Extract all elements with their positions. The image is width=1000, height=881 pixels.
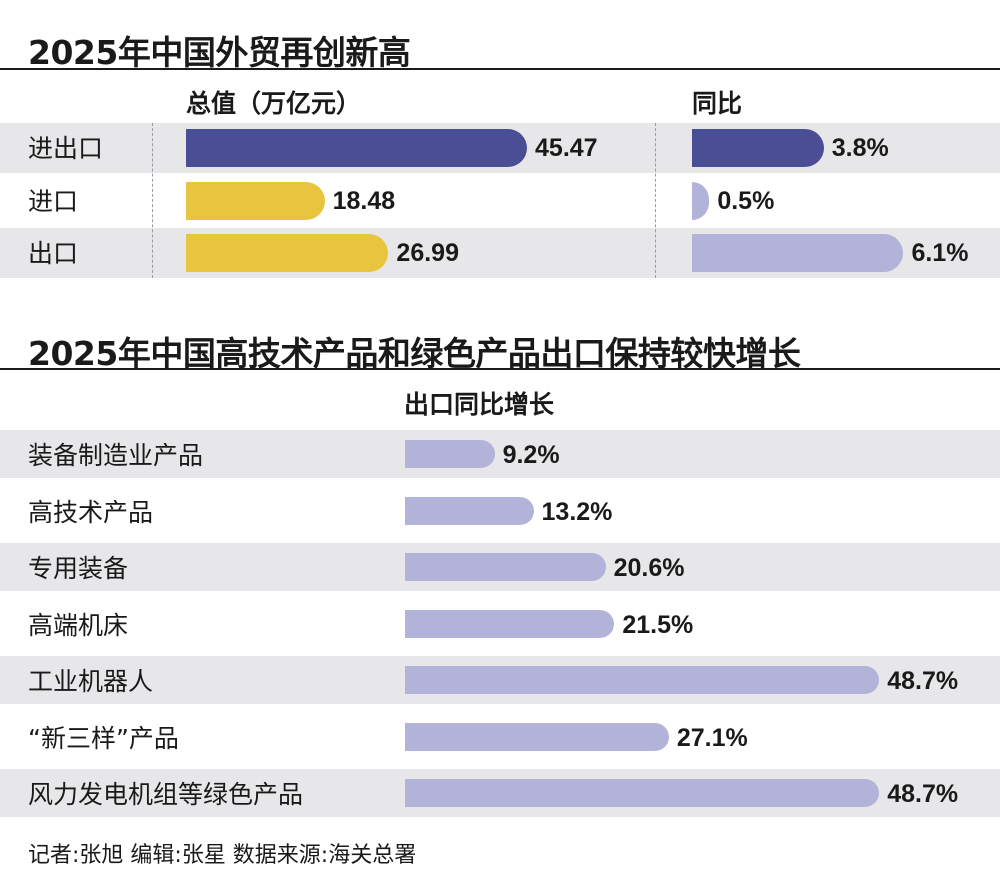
value-label: 20.6% <box>613 554 685 582</box>
bar <box>692 129 824 167</box>
bar <box>692 182 710 220</box>
bar <box>405 666 880 694</box>
row-label: 高技术产品 <box>28 497 154 527</box>
bar <box>405 779 880 807</box>
bar <box>186 234 389 272</box>
header-export-growth: 出口同比增长 <box>404 390 555 419</box>
divider-line <box>655 123 656 278</box>
value-label: 6.1% <box>911 239 969 267</box>
row-label: 装备制造业产品 <box>28 441 204 470</box>
chart-title-1: 2025年中国外贸再创新高 <box>28 33 411 72</box>
value-label: 27.1% <box>676 723 748 752</box>
chart-title-2: 2025年中国高技术产品和绿色产品出口保持较快增长 <box>28 334 801 373</box>
value-label: 21.5% <box>622 610 694 639</box>
row-label: 高端机床 <box>28 610 129 640</box>
value-label: 18.48 <box>332 187 396 215</box>
bar <box>405 496 534 525</box>
title-rule-2 <box>0 368 1000 370</box>
row-label: “新三样”产品 <box>28 723 179 753</box>
footer-credits: 记者:张旭 编辑:张星 数据来源:海关总署 <box>28 843 417 868</box>
bar <box>186 129 528 167</box>
value-label: 26.99 <box>396 239 459 267</box>
value-label: 0.5% <box>717 187 775 215</box>
value-label: 13.2% <box>541 497 613 526</box>
row-label: 出口 <box>28 239 79 268</box>
title-rule-1 <box>0 68 1000 70</box>
bar <box>186 182 325 220</box>
value-label: 45.47 <box>535 134 598 162</box>
divider-line <box>152 123 153 278</box>
bar <box>405 553 606 581</box>
header-total-value: 总值（万亿元） <box>186 89 362 118</box>
row-band <box>0 430 1000 478</box>
row-label: 进口 <box>28 187 79 216</box>
row-label: 风力发电机组等绿色产品 <box>28 780 304 809</box>
bar <box>405 609 615 638</box>
value-label: 48.7% <box>887 780 959 808</box>
value-label: 9.2% <box>502 441 560 469</box>
value-label: 48.7% <box>887 667 959 695</box>
row-label: 专用装备 <box>28 554 129 583</box>
bar <box>692 234 904 272</box>
bar <box>405 722 669 751</box>
header-yoy: 同比 <box>692 89 743 118</box>
bar <box>405 440 495 468</box>
row-label: 进出口 <box>28 134 104 163</box>
value-label: 3.8% <box>831 134 889 162</box>
row-label: 工业机器人 <box>28 667 154 696</box>
